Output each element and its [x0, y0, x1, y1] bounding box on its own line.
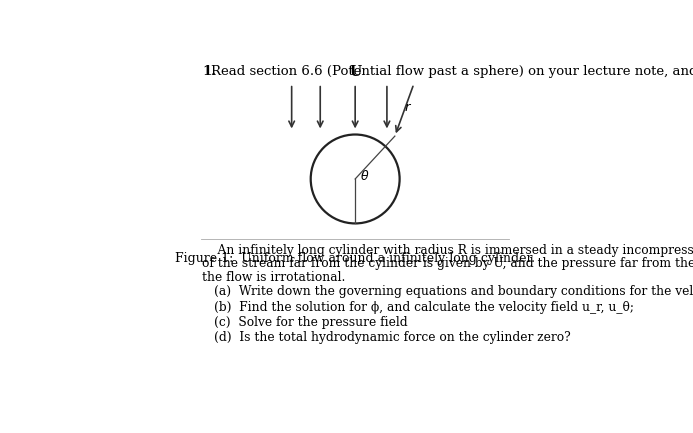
- Text: An infinitely long cylinder with radius R is immersed in a steady incompressible: An infinitely long cylinder with radius …: [202, 244, 693, 257]
- Text: Read section 6.6 (Potential flow past a sphere) on your lecture note, and solve : Read section 6.6 (Potential flow past a …: [211, 65, 693, 78]
- Text: $r$: $r$: [405, 101, 412, 114]
- Text: the flow is irrotational.: the flow is irrotational.: [202, 271, 346, 284]
- Text: (c)  Solve for the pressure field: (c) Solve for the pressure field: [214, 316, 407, 329]
- Text: Figure 1:  Uniform flow around a infinitely long cylinder.: Figure 1: Uniform flow around a infinite…: [175, 252, 535, 265]
- Text: (b)  Find the solution for ϕ, and calculate the velocity field u_r, u_θ;: (b) Find the solution for ϕ, and calcula…: [214, 301, 634, 313]
- Text: $\theta$: $\theta$: [360, 169, 369, 183]
- Text: (a)  Write down the governing equations and boundary conditions for the velocity: (a) Write down the governing equations a…: [214, 285, 693, 298]
- Text: of the stream far from the cylinder is given by U, and the pressure far from the: of the stream far from the cylinder is g…: [202, 257, 693, 270]
- Text: 1.: 1.: [202, 65, 216, 78]
- Text: U: U: [349, 65, 361, 79]
- Text: (d)  Is the total hydrodynamic force on the cylinder zero?: (d) Is the total hydrodynamic force on t…: [214, 331, 570, 344]
